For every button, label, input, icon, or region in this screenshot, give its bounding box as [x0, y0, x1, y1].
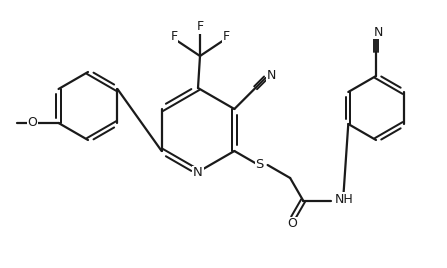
Text: S: S — [255, 158, 264, 172]
Text: O: O — [28, 117, 38, 129]
Text: N: N — [267, 69, 276, 82]
Text: F: F — [170, 29, 177, 43]
Text: F: F — [223, 29, 230, 43]
Text: N: N — [193, 166, 203, 180]
Text: F: F — [196, 20, 203, 34]
Text: NH: NH — [335, 193, 354, 206]
Text: O: O — [287, 217, 297, 230]
Text: N: N — [373, 25, 383, 39]
